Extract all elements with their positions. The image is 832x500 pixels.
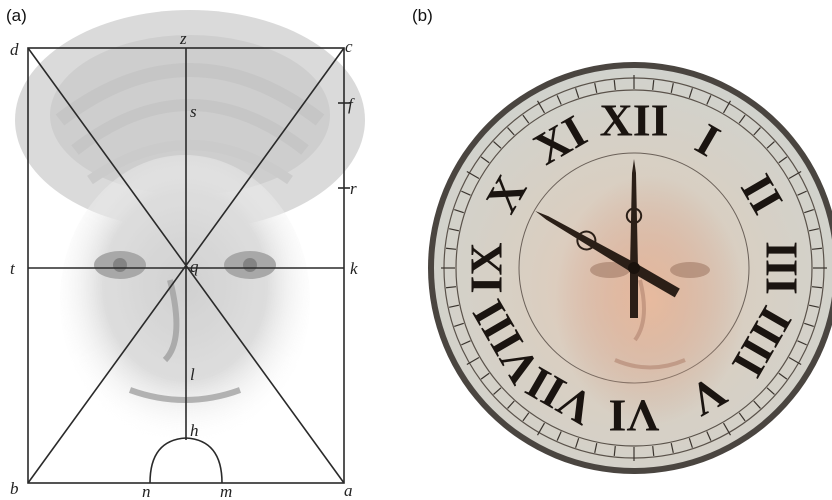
hour-hand (535, 211, 680, 298)
right-edge-ticks (338, 102, 350, 189)
clock-hands (535, 159, 680, 318)
point-label-n: n (142, 482, 151, 500)
arch-n-h-m (149, 437, 223, 484)
center-pin (628, 262, 640, 274)
point-label-q: q (190, 257, 199, 276)
point-label-t: t (10, 259, 16, 278)
clock-numeral: XII (599, 95, 668, 146)
turbaned-face-portrait-icon (15, 10, 365, 445)
point-label-r: r (350, 179, 357, 198)
point-label-c: c (345, 37, 353, 56)
point-label-a: a (344, 481, 353, 500)
point-label-z: z (179, 29, 187, 48)
face-portrait-icon (555, 175, 745, 425)
minute-ticks (441, 75, 827, 461)
point-label-l: l (190, 365, 195, 384)
point-label-m: m (220, 482, 232, 500)
clock-numeral: IX (461, 242, 512, 293)
point-label-h: h (190, 421, 199, 440)
point-label-k: k (350, 259, 358, 278)
construction-lines (27, 47, 345, 484)
point-label-d: d (10, 40, 19, 59)
point-label-f: f (348, 95, 355, 114)
panel-a-label: (a) (6, 6, 27, 25)
panel-a: d z c s f r t q k l h b n m a (10, 10, 365, 500)
clock-numeral: VI (608, 391, 659, 442)
clock-numeral: III (757, 241, 808, 295)
point-label-s: s (190, 102, 197, 121)
point-label-b: b (10, 479, 19, 498)
minute-hand (625, 159, 643, 318)
panel-b-label: (b) (412, 6, 433, 25)
diagonal-c-b (27, 47, 345, 484)
